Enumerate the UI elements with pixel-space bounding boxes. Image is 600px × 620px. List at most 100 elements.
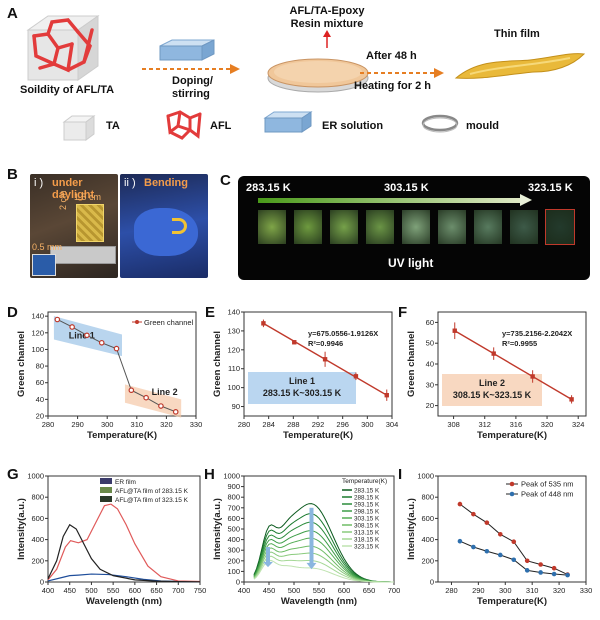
legend-label: 313.15 K	[354, 530, 380, 537]
data-point	[172, 409, 179, 415]
data-point	[565, 572, 570, 578]
uv-swatch	[258, 210, 286, 244]
line-1-annotation: Line 1	[69, 331, 95, 341]
temp-left: 283.15 K	[246, 182, 291, 194]
y-tick-label: 90	[232, 402, 240, 411]
data-point	[457, 501, 463, 507]
range-box-subtitle: 308.15 K~323.15 K	[453, 390, 532, 400]
y-tick-label: 200	[31, 556, 44, 565]
y-tick-label: 300	[227, 546, 240, 555]
up-arrow-icon	[323, 30, 331, 48]
y-tick-label: 20	[426, 401, 434, 410]
y-tick-label: 0	[430, 578, 434, 587]
y-tick-label: 140	[227, 308, 240, 317]
panel-h-label: H	[204, 466, 215, 483]
daylight-photo: i ) under daylight 1.5 cm 2 cm 0.5 mm	[30, 174, 118, 278]
y-tick-label: 120	[31, 328, 44, 337]
er-solution-block	[159, 39, 215, 61]
dim-height: 2 cm	[58, 190, 68, 210]
y-tick-label: 600	[31, 514, 44, 523]
data-point	[143, 394, 149, 401]
y-tick-label: 400	[227, 535, 240, 544]
legend-mould-label: mould	[466, 120, 499, 132]
data-point	[292, 340, 297, 345]
x-tick-label: 310	[131, 420, 144, 429]
y-tick-label: 100	[227, 567, 240, 576]
y-axis-label: Intensity(a.u.)	[406, 498, 417, 560]
data-point	[128, 387, 135, 394]
sub-i-text: under daylight	[52, 177, 95, 201]
doping-label: Doping/ stirring	[172, 75, 213, 101]
decrease-arrow-2-head	[306, 562, 317, 570]
uv-swatch	[402, 210, 430, 244]
series-line	[253, 551, 395, 583]
plot-frame	[437, 475, 587, 583]
data-point	[524, 568, 530, 573]
legend-swatch	[100, 487, 112, 493]
y-tick-label: 40	[36, 395, 44, 404]
x-tick-label: 316	[510, 420, 523, 429]
sub-i-label: i )	[34, 177, 44, 189]
legend-ta-label: TA	[106, 120, 120, 132]
solid-caption: Soildity of AFL/TA	[20, 84, 115, 96]
dim-width: 1.5 cm	[74, 192, 102, 202]
panel-a-label: A	[7, 5, 18, 22]
legend-label: 293.15 K	[354, 502, 380, 509]
x-tick-label: 320	[160, 420, 173, 429]
data-point	[511, 557, 517, 563]
afl-framework-icon	[166, 110, 202, 140]
y-tick-label: 200	[227, 556, 240, 565]
data-point	[471, 511, 476, 517]
legend-marker	[509, 481, 515, 487]
data-point	[491, 351, 496, 356]
x-axis-label: Temperature(K)	[477, 430, 547, 441]
legend-title: Temperature(K)	[342, 478, 387, 485]
fit-equation: y=735.2156-2.2042X	[502, 329, 572, 338]
y-axis-label: Green channel	[406, 331, 417, 397]
chart-f: 308 312 316 320 324 20 30 40 50 60 Temperature(K) G…	[406, 311, 587, 441]
data-point	[530, 374, 535, 379]
panel-i-label: I	[398, 466, 403, 483]
y-tick-label: 1000	[27, 472, 44, 481]
uv-swatch	[510, 210, 538, 244]
data-point	[538, 562, 543, 567]
thickness-inset	[32, 254, 56, 276]
uv-swatch	[330, 210, 358, 244]
panel-d-label: D	[7, 304, 18, 321]
range-box-title: Line 2	[479, 378, 505, 388]
data-point	[457, 538, 463, 544]
chart-d: 280 290 300 310 320 330 20 40 60 80 100 120 140 Tempe…	[16, 311, 202, 441]
y-tick-label: 0	[236, 578, 240, 587]
x-tick-label: 292	[312, 420, 325, 429]
uv-swatch	[545, 209, 575, 245]
y-tick-label: 800	[421, 493, 434, 502]
x-tick-label: 300	[101, 420, 114, 429]
x-tick-label: 400	[42, 586, 55, 595]
x-axis-label: Temperature(K)	[87, 430, 157, 441]
legend-marker	[509, 491, 515, 497]
data-point	[353, 374, 359, 379]
x-tick-label: 320	[541, 420, 554, 429]
legend-label: 303.15 K	[354, 516, 380, 523]
temp-mid: 303.15 K	[384, 182, 429, 194]
x-tick-label: 296	[336, 420, 349, 429]
uv-swatch	[438, 210, 466, 244]
film-label: Thin film	[494, 28, 540, 40]
y-tick-label: 200	[421, 556, 434, 565]
x-tick-label: 330	[580, 586, 593, 595]
y-tick-label: 100	[31, 345, 44, 354]
bent-film-image	[172, 218, 187, 234]
ta-cube-icon	[62, 115, 96, 141]
x-tick-label: 280	[42, 420, 55, 429]
x-tick-label: 290	[472, 586, 485, 595]
data-point	[524, 558, 530, 564]
legend-label: 298.15 K	[354, 509, 380, 516]
legend-label: 283.15 K	[354, 488, 380, 495]
x-axis-label: Temperature(K)	[283, 430, 353, 441]
after-label: After 48 h	[366, 50, 417, 62]
y-tick-label: 120	[227, 345, 240, 354]
decrease-arrow-1-head	[263, 561, 273, 568]
panel-c-label: C	[220, 172, 231, 189]
legend-label: ER film	[115, 479, 136, 486]
legend-label: 323.15 K	[354, 544, 380, 551]
